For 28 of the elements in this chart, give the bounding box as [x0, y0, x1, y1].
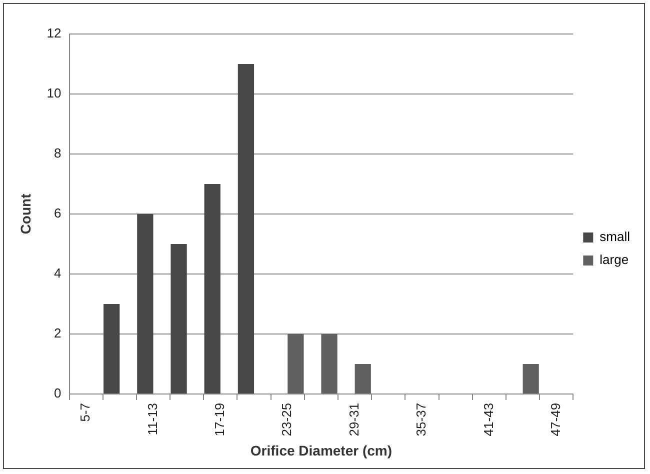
- legend-label: small: [600, 229, 630, 244]
- x-tick-label: 11-13: [144, 402, 160, 436]
- x-tick-label: 17-19: [212, 402, 228, 436]
- y-tick-label: 2: [54, 326, 62, 341]
- x-tick-label: 29-31: [346, 402, 362, 436]
- legend-label: large: [600, 252, 629, 268]
- x-axis-title: Orifice Diameter (cm): [250, 442, 392, 458]
- y-tick-label: 0: [54, 386, 62, 401]
- x-tick-label: 5-7: [78, 402, 93, 422]
- bar: [104, 304, 120, 394]
- x-tick-label: 23-25: [279, 402, 294, 436]
- bar: [137, 214, 154, 394]
- y-tick-label: 10: [46, 86, 62, 101]
- x-tick-label: 35-37: [414, 402, 429, 436]
- x-tick-label: 41-43: [480, 402, 496, 436]
- bar: [204, 184, 220, 394]
- bar: [354, 364, 371, 394]
- y-tick-label: 8: [54, 146, 62, 161]
- bar: [238, 64, 254, 394]
- x-tick-label: 47-49: [548, 402, 563, 436]
- y-axis-title: Count: [17, 193, 34, 234]
- y-tick-label: 4: [54, 266, 62, 281]
- bar: [522, 364, 539, 394]
- bar: [321, 334, 338, 394]
- bar: [288, 334, 304, 394]
- bar: [170, 244, 187, 394]
- y-tick-label: 12: [46, 26, 62, 41]
- y-tick-label: 6: [54, 206, 62, 221]
